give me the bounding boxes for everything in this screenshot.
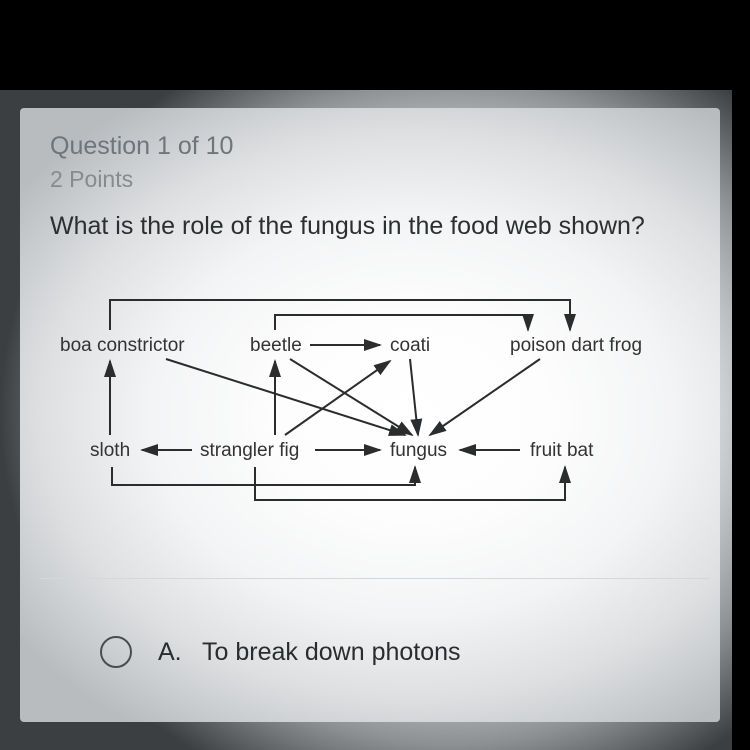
node-coati: coati — [390, 335, 430, 357]
screenshot-viewport: Question 1 of 10 2 Points What is the ro… — [0, 0, 750, 750]
node-boa: boa constrictor — [60, 335, 185, 357]
food-web-diagram: boa constrictor beetle coati poison dart… — [60, 275, 670, 525]
node-frog: poison dart frog — [510, 335, 642, 357]
letterbox-top — [0, 0, 750, 90]
node-fungus: fungus — [390, 440, 447, 462]
node-beetle: beetle — [250, 335, 302, 357]
letterbox-right — [732, 0, 750, 750]
question-number: Question 1 of 10 — [50, 132, 233, 161]
question-text: What is the role of the fungus in the fo… — [50, 212, 710, 241]
node-fig: strangler fig — [200, 440, 299, 462]
section-divider — [40, 578, 710, 579]
radio-unchecked-icon[interactable] — [100, 636, 132, 668]
answer-text: A. To break down photons — [158, 638, 461, 667]
node-bat: fruit bat — [530, 440, 593, 462]
answer-option-a[interactable]: A. To break down photons — [100, 636, 461, 668]
answer-label: To break down photons — [202, 638, 461, 666]
node-sloth: sloth — [90, 440, 130, 462]
question-points: 2 Points — [50, 166, 133, 193]
food-web-arrows — [60, 275, 670, 525]
answer-letter: A. — [158, 638, 182, 666]
